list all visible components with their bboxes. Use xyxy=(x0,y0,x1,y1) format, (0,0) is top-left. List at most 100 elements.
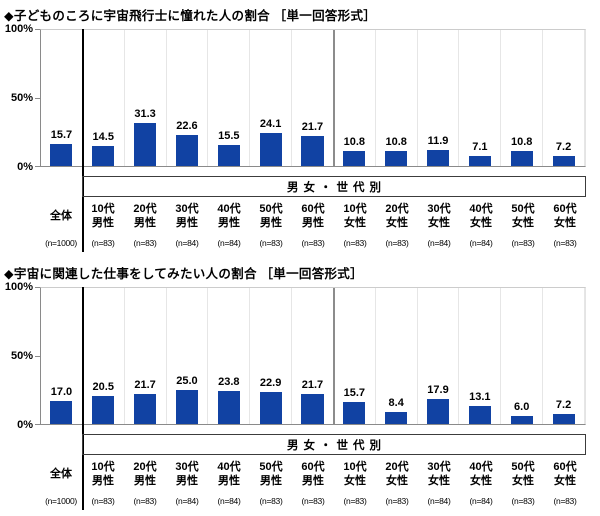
bar-value-label: 21.7 xyxy=(301,379,324,392)
bar-column: 6.0 xyxy=(501,288,544,424)
bar-column: 23.8 xyxy=(208,288,251,424)
category-label: 20代 男性 xyxy=(133,202,157,229)
bar-column: 15.5 xyxy=(208,30,251,166)
bar xyxy=(426,399,450,424)
sample-size-label: (n=83) xyxy=(553,238,577,248)
bar xyxy=(343,151,366,166)
bar xyxy=(426,149,450,166)
category-label: 10代 男性 xyxy=(91,202,115,229)
category-label: 10代 男性 xyxy=(91,460,115,487)
sample-size-row: (n=1000) (n=83) (n=83) (n=84) (n=84) (n=83) (n… xyxy=(40,238,586,248)
category-label: 30代 女性 xyxy=(427,202,451,229)
category-label: 60代 女性 xyxy=(553,202,577,229)
bar-value-label: 14.5 xyxy=(92,131,114,143)
category-label: 60代 男性 xyxy=(301,460,325,487)
bar-column: 7.2 xyxy=(543,30,585,166)
bar xyxy=(92,395,115,424)
bar xyxy=(175,389,198,424)
sample-size-label: (n=83) xyxy=(133,238,157,248)
category-label: 30代 女性 xyxy=(427,460,451,487)
bar-value-label: 20.5 xyxy=(92,380,114,393)
category-label: 30代 男性 xyxy=(175,202,199,229)
y-tick-label-0: 0% xyxy=(17,161,33,173)
bar xyxy=(552,414,575,424)
sample-size-label: (n=83) xyxy=(91,238,115,248)
sample-size-label: (n=1000) xyxy=(45,238,77,248)
overall-vs-groups-separator-line xyxy=(82,29,84,252)
bar xyxy=(468,405,491,424)
bar xyxy=(259,392,282,424)
sample-size-label: (n=83) xyxy=(511,238,535,248)
category-label: 40代 女性 xyxy=(469,202,493,229)
bar-column: 22.9 xyxy=(250,288,293,424)
bar-value-label: 22.6 xyxy=(176,119,198,132)
y-tick-label-0: 0% xyxy=(17,419,33,431)
bar-column: 7.2 xyxy=(543,288,585,424)
sample-size-label: (n=83) xyxy=(343,496,367,506)
category-label: 40代 女性 xyxy=(469,460,493,487)
bar-value-label: 17.9 xyxy=(427,384,449,397)
bar xyxy=(343,402,366,424)
bar xyxy=(134,122,157,166)
y-tick-label-100: 100% xyxy=(4,281,33,293)
sample-size-label: (n=84) xyxy=(469,496,493,506)
bar-value-label: 15.7 xyxy=(343,387,366,400)
bar-column: 21.7 xyxy=(292,288,334,424)
y-axis: 100% 50% 0% xyxy=(0,281,40,431)
sample-size-label: (n=1000) xyxy=(45,496,77,506)
bar xyxy=(259,132,282,166)
bar-value-label: 31.3 xyxy=(134,107,156,120)
bar-value-label: 10.8 xyxy=(343,136,366,149)
bar xyxy=(385,151,408,166)
male-female-separator-line xyxy=(332,30,335,166)
plot-row: 100% 50% 0% 15.7 14.5 31.3 22.6 15.5 24.1 21.7… xyxy=(0,23,586,173)
category-label: 60代 女性 xyxy=(553,460,577,487)
bar xyxy=(510,151,533,166)
y-tick-mark xyxy=(35,98,40,99)
chart-section-admired-astronauts: ◆子どものころに宇宙飛行士に憧れた人の割合 ［単一回答形式］ 100% 50% … xyxy=(0,9,586,252)
category-label: 全体 xyxy=(50,467,72,480)
bar-column: 10.8 xyxy=(334,30,376,166)
sample-size-label: (n=84) xyxy=(427,238,451,248)
sample-size-label: (n=83) xyxy=(259,496,283,506)
bar-value-label: 10.8 xyxy=(510,136,533,149)
category-label: 10代 女性 xyxy=(343,202,367,229)
bar xyxy=(50,144,73,166)
chart-section-space-related-work: ◆宇宙に関連した仕事をしてみたい人の割合 ［単一回答形式］ 100% 50% 0… xyxy=(0,258,600,516)
gender-generation-group-box: 男女・世代別 xyxy=(82,176,586,197)
bar xyxy=(301,394,324,424)
sample-size-label: (n=84) xyxy=(175,496,199,506)
bar xyxy=(92,146,115,166)
bar xyxy=(468,156,491,166)
y-tick-label-50: 50% xyxy=(10,350,33,362)
bar-column: 15.7 xyxy=(334,288,376,424)
bar-column: 13.1 xyxy=(459,288,502,424)
sample-size-label: (n=83) xyxy=(385,238,409,248)
sample-size-label: (n=83) xyxy=(259,238,283,248)
bar-value-label: 7.1 xyxy=(472,141,488,154)
bar-column: 11.9 xyxy=(418,30,460,166)
y-tick-mark xyxy=(35,356,40,357)
chart-title: ◆子どものころに宇宙飛行士に憧れた人の割合 ［単一回答形式］ xyxy=(4,9,377,23)
bar xyxy=(134,394,157,424)
gender-generation-group-box: 男女・世代別 xyxy=(82,434,586,455)
category-label: 全体 xyxy=(50,209,72,222)
bar-column: 10.8 xyxy=(376,30,418,166)
sample-size-label: (n=83) xyxy=(133,496,157,506)
bar xyxy=(552,156,575,166)
bar-column: 20.5 xyxy=(83,288,125,424)
category-label: 50代 男性 xyxy=(259,202,283,229)
category-labels-row: 全体 10代 男性 20代 男性 30代 男性 40代 男性 50代 男性 60代 男性 10代 女性 20代… xyxy=(40,201,586,231)
plot-row: 100% 50% 0% 17.0 20.5 21.7 25.0 23.8 22.9 21.7… xyxy=(0,281,586,431)
y-tick-mark xyxy=(35,29,40,30)
category-label: 40代 男性 xyxy=(217,202,241,229)
sample-size-label: (n=83) xyxy=(301,496,325,506)
bar-column: 14.5 xyxy=(83,30,125,166)
category-label: 50代 女性 xyxy=(511,202,535,229)
bar-column: 7.1 xyxy=(459,30,502,166)
sample-size-label: (n=83) xyxy=(511,496,535,506)
category-label: 30代 男性 xyxy=(175,460,199,487)
category-label: 20代 男性 xyxy=(133,460,157,487)
sample-size-label: (n=83) xyxy=(343,238,367,248)
bar-column: 10.8 xyxy=(501,30,544,166)
